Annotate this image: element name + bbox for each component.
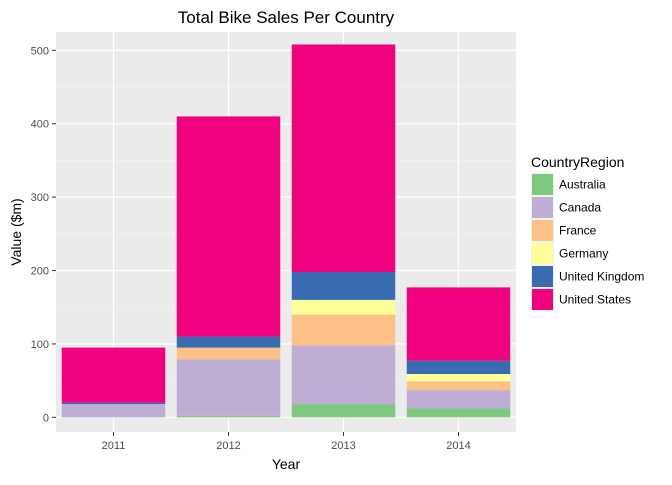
legend-label: United States <box>559 293 631 307</box>
legend-swatch <box>532 289 553 310</box>
y-tick-label: 300 <box>31 192 49 204</box>
legend-swatch <box>532 243 553 264</box>
bar-segment <box>406 390 511 409</box>
bar-segment <box>291 44 396 272</box>
bar-segment <box>406 360 511 375</box>
legend-swatch <box>532 220 553 241</box>
bar-segment <box>61 402 166 405</box>
bar-segment <box>176 336 281 348</box>
y-axis: 0 100 200 300 400 500 <box>31 45 56 424</box>
bar-segment <box>291 314 396 346</box>
legend-label: United Kingdom <box>559 270 644 284</box>
y-tick-label: 500 <box>31 45 49 57</box>
bar-segment <box>291 404 396 418</box>
bar-segment <box>291 272 396 300</box>
y-axis-label: Value ($m) <box>8 198 24 265</box>
bar-segment <box>176 359 281 416</box>
bar-segment <box>176 347 281 360</box>
legend-label: Australia <box>559 178 606 192</box>
bars <box>61 44 511 418</box>
y-tick-label: 400 <box>31 119 49 131</box>
legend-title: CountryRegion <box>531 154 624 170</box>
legend-items: Australia Canada France Germany United Kingd… <box>531 173 644 311</box>
bar-segment <box>176 415 281 418</box>
legend-label: Germany <box>559 247 608 261</box>
x-tick-label: 2014 <box>446 440 470 452</box>
bar-segment <box>406 408 511 418</box>
x-tick-label: 2012 <box>216 440 240 452</box>
legend-swatch <box>532 174 553 195</box>
x-tick-label: 2013 <box>331 440 355 452</box>
legend-label: Canada <box>559 201 601 215</box>
bar-segment <box>406 374 511 382</box>
bar-segment <box>61 404 166 418</box>
bar-segment <box>61 347 166 403</box>
x-axis: 2011 2012 2013 2014 <box>102 432 471 452</box>
legend-label: France <box>559 224 597 238</box>
bar-segment <box>176 116 281 337</box>
y-tick-label: 200 <box>31 266 49 278</box>
legend-swatch <box>532 197 553 218</box>
y-tick-label: 100 <box>31 339 49 351</box>
legend: CountryRegion Australia Canada France Germa… <box>531 154 644 311</box>
x-axis-label: Year <box>272 456 301 472</box>
bar-segment <box>291 345 396 405</box>
legend-swatch <box>532 266 553 287</box>
bar-segment <box>406 287 511 361</box>
chart-title: Total Bike Sales Per Country <box>178 8 395 27</box>
bar-segment <box>406 381 511 391</box>
x-tick-label: 2011 <box>102 440 126 452</box>
y-tick-label: 0 <box>43 412 49 424</box>
bar-segment <box>291 299 396 315</box>
